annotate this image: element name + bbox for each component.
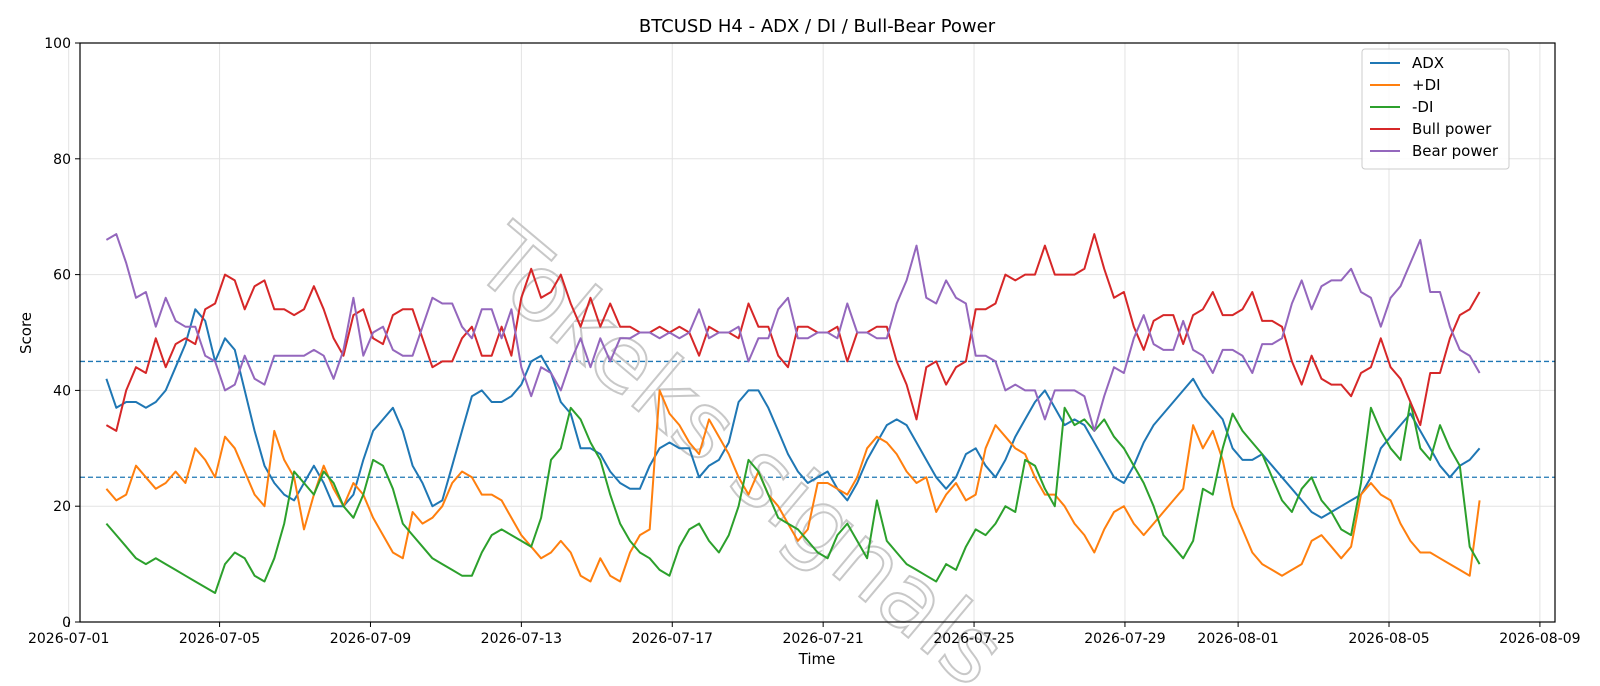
y-tick-label: 20 (53, 499, 71, 515)
x-tick-label: 2026-08-05 (1348, 631, 1429, 647)
y-tick-label: 100 (44, 36, 71, 52)
x-tick-label: 2026-07-17 (632, 631, 713, 647)
series-line-bull-power (105, 233, 1481, 432)
series-line-di (105, 389, 1481, 583)
x-tick-label: 2026-07-29 (1084, 631, 1165, 647)
x-axis-ticks: 2026-07-01 2026-07-05 2026-07-09 2026-07-13… (28, 622, 1581, 647)
y-tick-label: 40 (53, 383, 71, 399)
x-axis-label: Time (798, 650, 836, 668)
legend-box (1361, 48, 1510, 170)
x-tick-label: 2026-08-09 (1499, 631, 1580, 647)
x-tick-label: 2026-07-13 (481, 631, 562, 647)
series-lines (105, 233, 1481, 594)
y-tick-label: 0 (62, 615, 71, 631)
series-line-bear-power (105, 233, 1481, 432)
legend-label: -DI (1412, 98, 1433, 116)
chart-title: BTCUSD H4 - ADX / DI / Bull-Bear Power (639, 16, 996, 37)
legend-label: +DI (1412, 76, 1441, 94)
series-line-di (105, 401, 1481, 594)
legend-label: ADX (1412, 54, 1444, 72)
y-axis-ticks: 0 20 40 60 80 100 (44, 36, 80, 631)
legend: ADX +DI -DI Bull power Bear power (1361, 48, 1510, 170)
legend-label: Bear power (1412, 142, 1499, 160)
y-tick-label: 60 (53, 268, 71, 284)
plot-frame (79, 42, 1556, 623)
legend-label: Bull power (1412, 120, 1492, 138)
y-tick-label: 80 (53, 152, 71, 168)
x-tick-label: 2026-07-25 (933, 631, 1014, 647)
x-tick-label: 2026-07-01 (28, 631, 109, 647)
x-tick-label: 2026-07-05 (179, 631, 260, 647)
y-axis-label: Score (17, 312, 35, 354)
x-tick-label: 2026-08-01 (1197, 631, 1278, 647)
x-tick-label: 2026-07-09 (330, 631, 411, 647)
series-line-adx (105, 308, 1481, 519)
x-tick-label: 2026-07-21 (782, 631, 863, 647)
